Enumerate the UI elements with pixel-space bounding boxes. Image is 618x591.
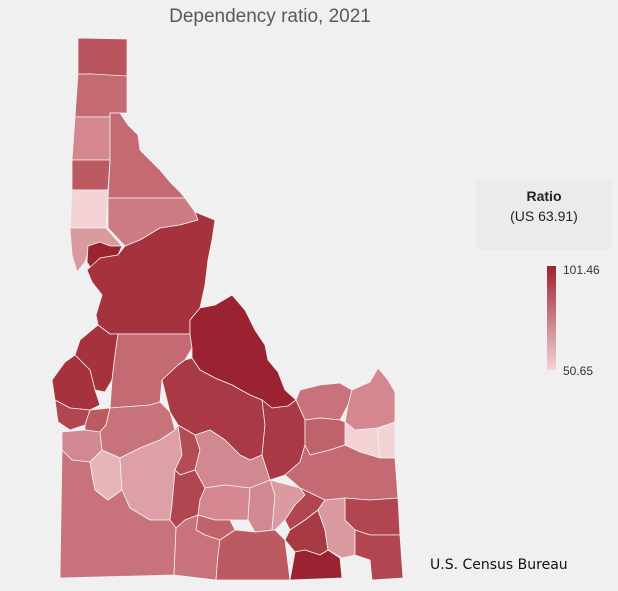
legend-color-bar bbox=[547, 266, 556, 370]
county-kootenai[interactable] bbox=[71, 116, 111, 161]
county-teton[interactable] bbox=[377, 421, 396, 459]
county-latah[interactable] bbox=[69, 189, 109, 229]
legend-title: Ratio bbox=[526, 188, 562, 204]
county-fremont[interactable] bbox=[344, 367, 396, 431]
county-washington[interactable] bbox=[51, 354, 101, 411]
county-benewah[interactable] bbox=[71, 159, 111, 191]
map-title: Dependency ratio, 2021 bbox=[169, 6, 371, 27]
county-adams[interactable] bbox=[74, 324, 119, 393]
county-bear-lake[interactable] bbox=[354, 529, 404, 581]
county-bonner[interactable] bbox=[74, 73, 128, 118]
county-shoshone[interactable] bbox=[107, 112, 186, 199]
source-label: U.S. Census Bureau bbox=[430, 557, 568, 573]
legend-max-value: 101.46 bbox=[563, 263, 600, 277]
county-idaho[interactable] bbox=[86, 211, 216, 335]
county-boundary[interactable] bbox=[77, 37, 128, 77]
legend-min-value: 50.65 bbox=[563, 364, 594, 378]
county-minidoka[interactable] bbox=[247, 479, 276, 533]
county-clark[interactable] bbox=[295, 382, 353, 421]
county-cassia[interactable] bbox=[215, 529, 291, 581]
legend-panel: Ratio (US 63.91) bbox=[476, 180, 612, 250]
county-lincoln[interactable] bbox=[197, 484, 251, 521]
county-oneida[interactable] bbox=[289, 549, 343, 581]
legend-subtitle: (US 63.91) bbox=[510, 208, 578, 224]
county-franklin[interactable] bbox=[317, 497, 356, 559]
